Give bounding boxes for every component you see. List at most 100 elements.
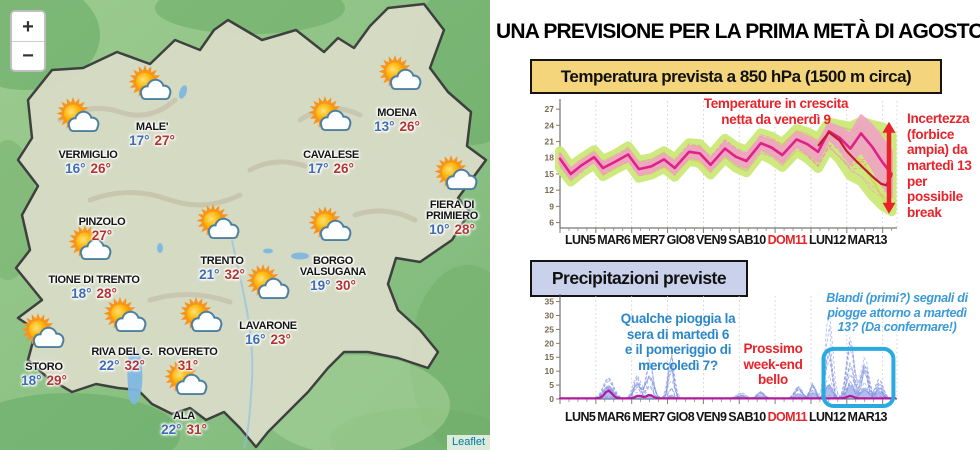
town-temps: 22° 32°: [91, 358, 152, 373]
town-name: ALA: [173, 410, 195, 422]
temp-note-crescita: Temperature in crescita netta da venerdì…: [703, 96, 849, 127]
x-axis-label: DOM11: [767, 410, 808, 424]
svg-text:6: 6: [549, 218, 554, 228]
town-marker: LAVARONE 16° 23°: [239, 320, 297, 348]
temp-note-incertezza: Incertezza (forbice ampia) da martedì 13…: [907, 111, 972, 220]
town-marker: CAVALESE 17° 26°: [303, 149, 359, 177]
town-marker: PINZOLO 27°: [78, 216, 126, 244]
svg-text:9: 9: [549, 201, 554, 211]
sun-cloud-icon: [100, 297, 150, 344]
town-name: VALSUGANA: [299, 266, 367, 278]
temp-max: 30°: [335, 278, 356, 293]
weather-map[interactable]: VERMIGLIO 16° 26° MALE' 17° 27° MOENA 13° 26° CAV…: [0, 0, 490, 450]
town-temps: 13° 26°: [374, 119, 420, 134]
town-name: BORGO: [312, 255, 354, 267]
forecast-panel: UNA PREVISIONE PER LA PRIMA METÀ DI AGOS…: [490, 0, 980, 450]
temp-min: 21°: [199, 267, 220, 282]
sun-cloud-icon: [53, 97, 103, 144]
temp-min: 13°: [374, 119, 395, 134]
town-marker: TIONE DI TRENTO 18° 28°: [48, 274, 140, 302]
temp-min: 17°: [308, 161, 329, 176]
temp-max: 26°: [399, 119, 420, 134]
town-marker: ALA 22° 31°: [161, 410, 207, 438]
map-attribution[interactable]: Leaflet: [446, 435, 490, 450]
svg-text:15: 15: [545, 352, 555, 362]
town-marker: MALE' 17° 27°: [129, 121, 175, 149]
x-axis-label: DOM11: [767, 233, 808, 247]
precip-x-axis-labels: LUN5 MAR6 MER7 GIO8 VEN9 SAB10 DOM11 LUN12 MAR13: [565, 410, 888, 424]
town-name: MALE': [135, 121, 169, 133]
svg-text:24: 24: [545, 120, 555, 130]
map-zoom-control: + −: [10, 10, 46, 72]
svg-text:5: 5: [549, 380, 554, 390]
temp-min: 18°: [71, 286, 92, 301]
temp-min: 19°: [310, 278, 331, 293]
x-axis-label: GIO8: [666, 233, 695, 247]
temp-max: 31°: [177, 358, 199, 373]
x-axis-label: LUN12: [808, 410, 846, 424]
zoom-in-button[interactable]: +: [12, 12, 44, 41]
x-axis-label: MER7: [632, 233, 665, 247]
town-name: FIERA DI: [429, 199, 475, 211]
temp-max: 27°: [154, 133, 175, 148]
town-marker: ROVERETO 31°: [158, 346, 218, 374]
town-marker: RIVA DEL G. 22° 32°: [91, 346, 153, 374]
sun-cloud-icon: [18, 313, 68, 360]
town-temps: 18° 29°: [21, 373, 67, 388]
sun-cloud-icon: [176, 297, 226, 344]
town-marker: VERMIGLIO 16° 26°: [58, 149, 118, 177]
town-name: ROVERETO: [158, 346, 218, 358]
sun-cloud-icon: [305, 96, 355, 143]
town-temps: 16° 23°: [239, 332, 297, 347]
town-name: LAVARONE: [239, 320, 297, 332]
precipitation-chart: 35 30 25 20 15 10 5 0: [530, 294, 900, 414]
temp-max: 32°: [124, 358, 145, 373]
town-temps: 17° 27°: [129, 133, 175, 148]
x-axis-label: MAR6: [597, 410, 631, 424]
town-temps: 31°: [158, 358, 217, 373]
town-name: STORO: [25, 361, 63, 373]
town-name: VERMIGLIO: [58, 149, 118, 161]
zoom-out-button[interactable]: −: [12, 41, 44, 70]
x-axis-label: VEN9: [696, 233, 727, 247]
sun-cloud-icon: [375, 55, 425, 102]
sun-cloud-icon: [305, 206, 355, 253]
temp-min: 16°: [65, 161, 86, 176]
town-temps: 16° 26°: [58, 161, 117, 176]
precip-note-weekend: Prossimo week-end bello: [743, 341, 803, 388]
town-name: CAVALESE: [303, 149, 359, 161]
precip-note-pioggia: Qualche pioggia la sera di martedì 6 e i…: [620, 311, 736, 373]
town-name: TIONE DI TRENTO: [48, 274, 140, 286]
sun-cloud-icon: [431, 155, 481, 202]
town-name: TRENTO: [200, 255, 244, 267]
x-axis-label: LUN12: [808, 233, 846, 247]
temp-max: 23°: [270, 332, 291, 347]
temp-max: 28°: [454, 222, 475, 237]
svg-text:20: 20: [545, 338, 555, 348]
town-temps: 19° 30°: [300, 278, 366, 293]
temp-max: 29°: [46, 373, 67, 388]
temp-max: 26°: [90, 161, 111, 176]
town-name: RIVA DEL G.: [91, 346, 153, 358]
temp-chart-header-label: Temperatura prevista a 850 hPa (1500 m c…: [560, 66, 912, 86]
town-marker: FIERA DI PRIMIERO 10° 28°: [426, 199, 478, 238]
svg-text:35: 35: [545, 297, 555, 307]
town-marker: BORGO VALSUGANA 19° 30°: [299, 255, 367, 294]
temp-min: 16°: [245, 332, 266, 347]
temp-min: 18°: [21, 373, 42, 388]
temp-min: 22°: [161, 422, 182, 437]
x-axis-label: MAR13: [847, 410, 888, 424]
town-temps: 17° 26°: [303, 161, 359, 176]
temp-x-axis-labels: LUN5 MAR6 MER7 GIO8 VEN9 SAB10 DOM11 LUN12 MAR13: [565, 233, 888, 247]
town-temps: 27°: [79, 228, 126, 243]
precip-chart-header-label: Precipitazioni previste: [551, 268, 727, 288]
temp-min: 10°: [429, 222, 450, 237]
temp-min: 22°: [99, 358, 120, 373]
svg-text:21: 21: [545, 137, 555, 147]
town-name: MOENA: [377, 107, 417, 119]
temp-chart-header: Temperatura prevista a 850 hPa (1500 m c…: [530, 59, 942, 94]
highlight-box: [821, 346, 896, 408]
town-name: PINZOLO: [78, 216, 126, 228]
svg-text:12: 12: [545, 185, 555, 195]
